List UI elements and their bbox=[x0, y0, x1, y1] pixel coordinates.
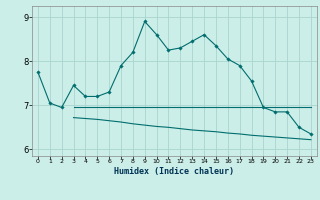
X-axis label: Humidex (Indice chaleur): Humidex (Indice chaleur) bbox=[115, 167, 234, 176]
